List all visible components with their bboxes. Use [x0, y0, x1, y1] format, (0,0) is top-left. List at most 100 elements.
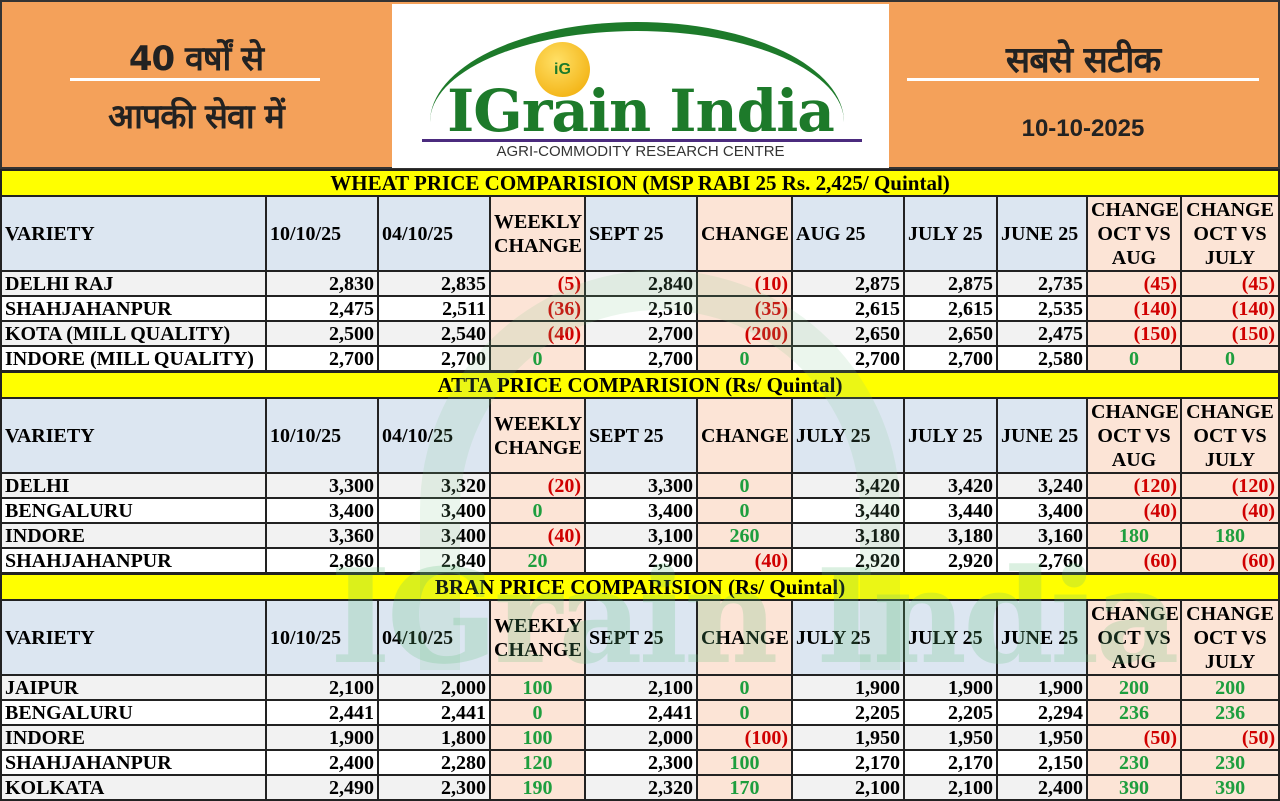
price-cell: 2,500: [265, 320, 379, 347]
variety-cell: SHAHJAHANPUR: [0, 295, 267, 322]
price-cell: 3,400: [996, 497, 1088, 524]
table-row: DELHI 3,300 3,320 (20) 3,300 0 3,420 3,420 3,240…: [0, 472, 1280, 499]
price-cell: 3,100: [584, 522, 698, 549]
change-cell: (120): [1179, 472, 1280, 499]
price-cell: 2,510: [584, 295, 698, 322]
price-cell: 2,700: [584, 320, 698, 347]
table-row: DELHI RAJ 2,830 2,835 (5) 2,840 (10) 2,875 2,87…: [0, 270, 1280, 297]
price-table-atta: ATTA PRICE COMPARISION (Rs/ Quintal) VARI…: [0, 371, 1280, 574]
price-cell: 1,800: [377, 724, 491, 751]
change-cell: (40): [1086, 497, 1182, 524]
column-header: VARIETY: [0, 599, 267, 676]
logo-arc: [430, 22, 844, 222]
change-cell: 0: [489, 497, 586, 524]
column-header-row: VARIETY 10/10/25 04/10/25 WEEKLY CHANGE SEPT…: [0, 599, 1280, 676]
divider: [70, 78, 320, 81]
change-cell: (120): [1086, 472, 1182, 499]
price-cell: 1,900: [903, 674, 998, 701]
price-cell: 3,180: [903, 522, 998, 549]
price-cell: 2,400: [996, 774, 1088, 801]
column-header: VARIETY: [0, 195, 267, 272]
column-header: WEEKLY CHANGE: [489, 397, 586, 474]
column-header: CHANGE: [696, 599, 793, 676]
column-header: CHANGE OCT VS AUG: [1086, 397, 1182, 474]
tagline-panel: 40 वर्षों से आपकी सेवा में: [2, 2, 390, 169]
price-cell: 2,700: [791, 345, 905, 372]
variety-cell: INDORE: [0, 522, 267, 549]
change-cell: (50): [1179, 724, 1280, 751]
price-cell: 3,320: [377, 472, 491, 499]
price-cell: 2,400: [265, 749, 379, 776]
price-cell: 3,300: [584, 472, 698, 499]
change-cell: (40): [696, 547, 793, 574]
table-row: SHAHJAHANPUR 2,860 2,840 20 2,900 (40) 2,920 2,…: [0, 547, 1280, 574]
change-cell: 0: [696, 497, 793, 524]
change-cell: 200: [1086, 674, 1182, 701]
tagline-line1: 40 वर्षों से: [128, 39, 264, 79]
change-cell: (140): [1086, 295, 1182, 322]
price-cell: 2,760: [996, 547, 1088, 574]
igrain-logo: iG IGrain India AGRI-COMMODITY RESEARCH …: [392, 4, 889, 168]
price-cell: 3,360: [265, 522, 379, 549]
variety-cell: KOLKATA: [0, 774, 267, 801]
variety-cell: DELHI: [0, 472, 267, 499]
price-cell: 2,840: [584, 270, 698, 297]
column-header: CHANGE OCT VS JULY: [1179, 599, 1280, 676]
change-cell: 170: [696, 774, 793, 801]
table-row: KOLKATA 2,490 2,300 190 2,320 170 2,100 2,100 2,…: [0, 774, 1280, 801]
change-cell: (45): [1086, 270, 1182, 297]
change-cell: 260: [696, 522, 793, 549]
price-cell: 2,205: [903, 699, 998, 726]
price-cell: 3,300: [265, 472, 379, 499]
table-row: SHAHJAHANPUR 2,475 2,511 (36) 2,510 (35) 2,615…: [0, 295, 1280, 322]
variety-cell: SHAHJAHANPUR: [0, 547, 267, 574]
price-cell: 1,950: [996, 724, 1088, 751]
change-cell: (35): [696, 295, 793, 322]
price-cell: 1,950: [903, 724, 998, 751]
price-cell: 2,441: [584, 699, 698, 726]
change-cell: 190: [489, 774, 586, 801]
price-cell: 2,475: [265, 295, 379, 322]
price-cell: 3,180: [791, 522, 905, 549]
price-cell: 2,475: [996, 320, 1088, 347]
change-cell: (50): [1086, 724, 1182, 751]
table-row: INDORE 1,900 1,800 100 2,000 (100) 1,950 1,950 1…: [0, 724, 1280, 751]
price-cell: 1,900: [265, 724, 379, 751]
table-row: SHAHJAHANPUR 2,400 2,280 120 2,300 100 2,170 2,…: [0, 749, 1280, 776]
accuracy-tagline: सबसे सटीक: [1005, 40, 1161, 81]
column-header: AUG 25: [791, 195, 905, 272]
section-title: ATTA PRICE COMPARISION (Rs/ Quintal): [0, 371, 1280, 399]
price-cell: 3,420: [903, 472, 998, 499]
change-cell: 100: [489, 674, 586, 701]
price-cell: 2,875: [903, 270, 998, 297]
price-cell: 3,440: [791, 497, 905, 524]
price-cell: 2,700: [903, 345, 998, 372]
column-header: JULY 25: [903, 599, 998, 676]
price-cell: 2,840: [377, 547, 491, 574]
variety-cell: INDORE: [0, 724, 267, 751]
change-cell: (45): [1179, 270, 1280, 297]
price-cell: 2,920: [903, 547, 998, 574]
logo-coin-icon: iG: [535, 42, 590, 97]
price-table-bran: BRAN PRICE COMPARISION (Rs/ Quintal) VARI…: [0, 573, 1280, 801]
price-cell: 2,875: [791, 270, 905, 297]
change-cell: 390: [1086, 774, 1182, 801]
price-cell: 2,300: [584, 749, 698, 776]
price-cell: 2,535: [996, 295, 1088, 322]
change-cell: (60): [1179, 547, 1280, 574]
price-cell: 3,400: [265, 497, 379, 524]
change-cell: (40): [489, 522, 586, 549]
price-cell: 2,511: [377, 295, 491, 322]
column-header: CHANGE OCT VS JULY: [1179, 195, 1280, 272]
column-header-row: VARIETY 10/10/25 04/10/25 WEEKLY CHANGE SEPT…: [0, 195, 1280, 272]
change-cell: 180: [1086, 522, 1182, 549]
column-header: JULY 25: [903, 195, 998, 272]
change-cell: 236: [1086, 699, 1182, 726]
price-cell: 2,100: [791, 774, 905, 801]
price-cell: 2,000: [584, 724, 698, 751]
change-cell: 0: [489, 345, 586, 372]
column-header: CHANGE: [696, 397, 793, 474]
price-cell: 2,441: [377, 699, 491, 726]
change-cell: (150): [1179, 320, 1280, 347]
divider: [907, 78, 1259, 81]
